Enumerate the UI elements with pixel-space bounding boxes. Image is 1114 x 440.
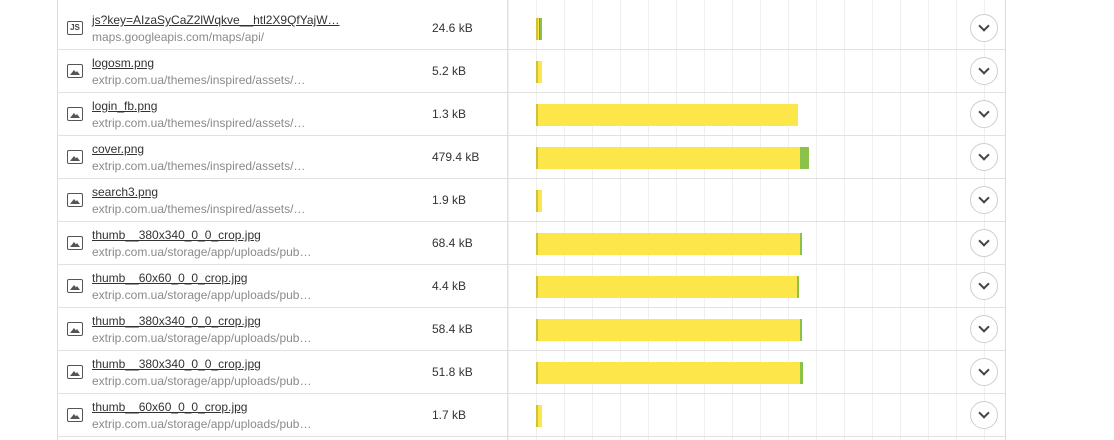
request-row[interactable]: thumb__60x60_0_0_crop.jpg extrip.com.ua/s…	[57, 265, 1006, 308]
request-file-path: extrip.com.ua/themes/inspired/assets/…	[92, 73, 306, 87]
image-file-icon	[67, 64, 83, 78]
waterfall-gridline	[732, 0, 733, 440]
request-row[interactable]: JS js?key=AIzaSyCaZ2lWqkve__htl2X9QfYajW……	[57, 7, 1006, 50]
request-size: 4.4 kB	[432, 279, 467, 293]
request-file-name[interactable]: js?key=AIzaSyCaZ2lWqkve__htl2X9QfYajW…	[92, 13, 340, 27]
request-row[interactable]: thumb__60x60_0_0_crop.jpg extrip.com.ua/s…	[57, 394, 1006, 437]
image-file-icon	[67, 322, 83, 336]
waterfall-gridline	[508, 0, 509, 440]
timing-bar[interactable]	[536, 190, 542, 212]
waterfall-gridline	[564, 0, 565, 440]
request-file-path: extrip.com.ua/storage/app/uploads/pub…	[92, 288, 312, 302]
timing-bar-receive-segment	[800, 319, 802, 341]
request-size: 51.8 kB	[432, 365, 473, 379]
timing-bar-receive-segment	[800, 362, 803, 384]
expand-row-button[interactable]	[970, 143, 998, 171]
request-file-name[interactable]: login_fb.png	[92, 99, 158, 113]
request-size: 479.4 kB	[432, 150, 480, 164]
request-file-name[interactable]: thumb__60x60_0_0_crop.jpg	[92, 271, 248, 285]
request-row[interactable]: search3.png extrip.com.ua/themes/inspired…	[57, 179, 1006, 222]
request-size: 24.6 kB	[432, 21, 473, 35]
request-row[interactable]: thumb__380x340_0_0_crop.jpg extrip.com.ua…	[57, 222, 1006, 265]
waterfall-gridline	[676, 0, 677, 440]
request-file-path: extrip.com.ua/storage/app/uploads/pub…	[92, 245, 312, 259]
request-row[interactable]: thumb__380x340_0_0_crop.jpg extrip.com.ua…	[57, 308, 1006, 351]
waterfall-column	[507, 0, 1012, 440]
expand-row-button[interactable]	[970, 315, 998, 343]
request-size: 58.4 kB	[432, 322, 473, 336]
waterfall-gridline	[620, 0, 621, 440]
timing-bar[interactable]	[536, 104, 798, 126]
request-file-name[interactable]: search3.png	[92, 185, 159, 199]
request-file-name[interactable]: thumb__380x340_0_0_crop.jpg	[92, 228, 261, 242]
waterfall-table	[57, 0, 1006, 440]
request-file-path: extrip.com.ua/themes/inspired/assets/…	[92, 159, 306, 173]
waterfall-gridline	[928, 0, 929, 440]
timing-bar[interactable]	[536, 61, 542, 83]
request-file-path: extrip.com.ua/storage/app/uploads/pub…	[92, 374, 312, 388]
waterfall-gridline	[760, 0, 761, 440]
request-row[interactable]: login_fb.png extrip.com.ua/themes/inspire…	[57, 93, 1006, 136]
timing-bar-receive-segment	[540, 18, 542, 40]
request-file-path: extrip.com.ua/themes/inspired/assets/…	[92, 202, 306, 216]
request-size: 68.4 kB	[432, 236, 473, 250]
request-file-name[interactable]: thumb__60x60_0_0_crop.jpg	[92, 400, 248, 414]
waterfall-gridline	[704, 0, 705, 440]
timing-bar[interactable]	[536, 276, 799, 298]
waterfall-gridline	[900, 0, 901, 440]
request-file-path: extrip.com.ua/storage/app/uploads/pub…	[92, 417, 312, 431]
request-row[interactable]: cover.png extrip.com.ua/themes/inspired/a…	[57, 136, 1006, 179]
request-row[interactable]: thumb__380x340_0_0_crop.jpg extrip.com.ua…	[57, 351, 1006, 394]
waterfall-gridline	[844, 0, 845, 440]
timing-bar-receive-segment	[800, 233, 802, 255]
timing-bar-receive-segment	[800, 147, 809, 169]
request-row[interactable]: logosm.png extrip.com.ua/themes/inspired/…	[57, 50, 1006, 93]
waterfall-gridline	[788, 0, 789, 440]
expand-row-button[interactable]	[970, 358, 998, 386]
expand-row-button[interactable]	[970, 57, 998, 85]
request-file-name[interactable]: cover.png	[92, 142, 145, 156]
image-file-icon	[67, 365, 83, 379]
image-file-icon	[67, 107, 83, 121]
request-file-name[interactable]: logosm.png	[92, 56, 155, 70]
js-file-icon: JS	[67, 21, 83, 35]
image-file-icon	[67, 193, 83, 207]
image-file-icon	[67, 150, 83, 164]
waterfall-gridline	[648, 0, 649, 440]
waterfall-gridline	[592, 0, 593, 440]
waterfall-gridline	[984, 0, 985, 440]
timing-bar[interactable]	[536, 18, 542, 40]
request-size: 1.7 kB	[432, 408, 467, 422]
request-file-path: extrip.com.ua/storage/app/uploads/pub…	[92, 331, 312, 345]
waterfall-gridline	[816, 0, 817, 440]
request-size: 1.9 kB	[432, 193, 467, 207]
timing-bar[interactable]	[536, 147, 809, 169]
waterfall-gridline	[872, 0, 873, 440]
image-file-icon	[67, 408, 83, 422]
expand-row-button[interactable]	[970, 401, 998, 429]
request-size: 1.3 kB	[432, 107, 467, 121]
timing-bar-receive-segment	[797, 276, 799, 298]
image-file-icon	[67, 279, 83, 293]
timing-bar[interactable]	[536, 362, 803, 384]
request-file-name[interactable]: thumb__380x340_0_0_crop.jpg	[92, 357, 261, 371]
image-file-icon	[67, 236, 83, 250]
waterfall-gridline	[536, 0, 537, 440]
timing-bar[interactable]	[536, 319, 802, 341]
request-file-path: maps.googleapis.com/maps/api/	[92, 30, 265, 44]
expand-row-button[interactable]	[970, 100, 998, 128]
waterfall-gridline	[956, 0, 957, 440]
expand-row-button[interactable]	[970, 272, 998, 300]
expand-row-button[interactable]	[970, 229, 998, 257]
expand-row-button[interactable]	[970, 186, 998, 214]
request-file-path: extrip.com.ua/themes/inspired/assets/…	[92, 116, 306, 130]
request-size: 5.2 kB	[432, 64, 467, 78]
expand-row-button[interactable]	[970, 14, 998, 42]
request-file-name[interactable]: thumb__380x340_0_0_crop.jpg	[92, 314, 261, 328]
timing-bar[interactable]	[536, 233, 802, 255]
timing-bar[interactable]	[536, 405, 542, 427]
